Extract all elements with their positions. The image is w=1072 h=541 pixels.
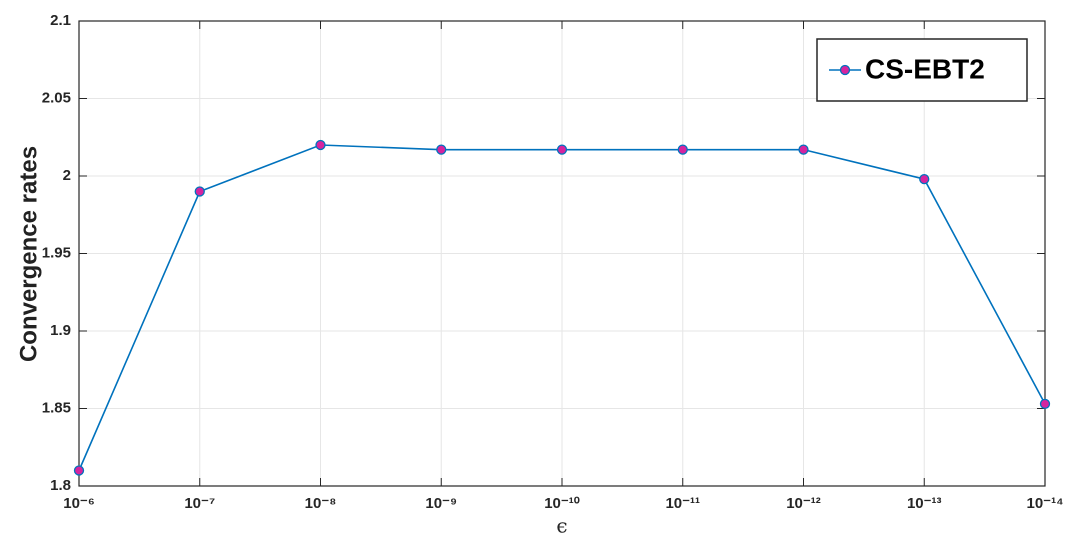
y-tick-label: 2.1 [50,12,71,29]
point [556,144,568,155]
y-tick-label: 1.9 [50,322,71,339]
x-tick-label: 10⁻⁷ [184,495,215,512]
point [194,186,205,197]
legend-marker [839,64,851,76]
point [798,144,809,155]
point [677,144,688,155]
point [315,139,326,151]
point [1039,398,1051,410]
y-axis-label: Convergence rates [15,146,42,362]
point [919,173,930,185]
y-tick-label: 1.8 [50,477,71,494]
point [436,144,447,155]
x-tick-label: 10⁻⁹ [425,495,457,512]
x-tick-label: 10⁻¹¹ [665,495,700,512]
x-tick-label: 10⁻¹² [786,495,821,512]
x-tick-label: 10⁻⁸ [305,495,337,512]
x-tick-label: 10⁻¹⁰ [544,495,580,512]
y-tick-label: 2 [63,167,71,184]
y-tick-label: 1.85 [42,399,71,416]
x-tick-label: 10⁻¹⁴ [1026,495,1063,512]
y-tick-label: 2.05 [42,89,71,106]
x-axis-label: ϵ [556,514,567,538]
point [73,465,85,476]
plot-frame [78,20,1046,487]
legend-label: CS-EBT2 [865,53,985,84]
x-tick-label: 10⁻¹³ [907,495,942,512]
y-tick-label: 1.95 [42,244,71,261]
x-tick-label: 10⁻⁶ [63,495,95,512]
